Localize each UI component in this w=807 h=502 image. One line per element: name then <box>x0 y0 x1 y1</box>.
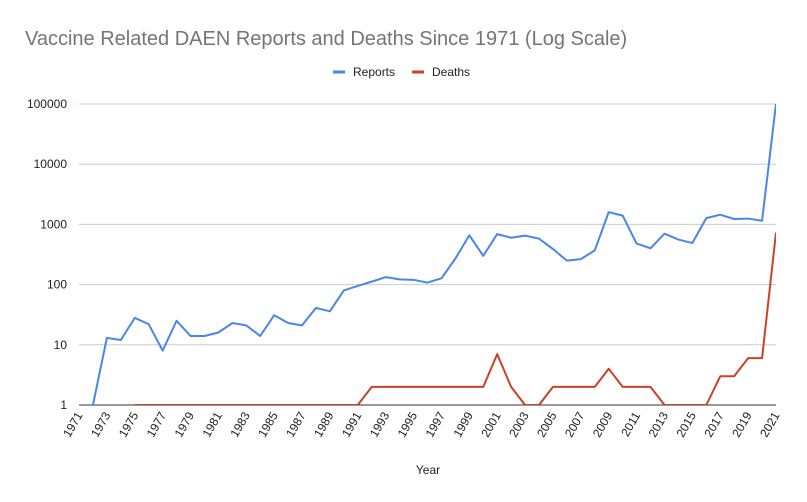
x-tick-label: 2003 <box>506 409 532 439</box>
x-tick-label: 1987 <box>283 409 309 439</box>
series-line-reports <box>91 103 776 405</box>
legend: Reports Deaths <box>333 65 470 79</box>
series-lines <box>91 103 776 405</box>
x-tick-label: 2007 <box>562 409 588 439</box>
x-tick-label: 2013 <box>646 409 672 439</box>
series-line-deaths <box>134 232 776 405</box>
x-tick-label: 2001 <box>478 409 504 439</box>
x-tick-label: 2021 <box>757 409 783 439</box>
x-tick-label: 1989 <box>311 409 337 439</box>
x-axis-label: Year <box>416 463 440 477</box>
x-tick-label: 1999 <box>450 409 476 439</box>
x-tick-label: 2009 <box>590 409 616 439</box>
x-tick-label: 2015 <box>673 409 699 439</box>
x-tick-label: 1977 <box>144 409 170 439</box>
y-tick-label: 10 <box>54 338 68 352</box>
x-tick-label: 1997 <box>423 409 449 439</box>
x-tick-label: 1991 <box>339 409 365 439</box>
x-tick-label: 1983 <box>227 409 253 439</box>
x-tick-label: 1993 <box>367 409 393 439</box>
x-tick-label: 1981 <box>200 409 226 439</box>
chart-title: Vaccine Related DAEN Reports and Deaths … <box>25 28 627 50</box>
y-tick-label: 1000 <box>40 217 67 231</box>
legend-label-reports: Reports <box>353 65 395 79</box>
x-tick-label: 1975 <box>116 409 142 439</box>
x-tick-label: 2017 <box>701 409 727 439</box>
x-tick-label: 2005 <box>534 409 560 439</box>
x-tick-label: 2011 <box>618 409 643 439</box>
x-tick-label: 2019 <box>729 409 755 439</box>
gridlines <box>79 103 776 406</box>
legend-label-deaths: Deaths <box>432 65 470 79</box>
x-tick-label: 1971 <box>60 409 86 439</box>
y-tick-label: 1 <box>60 398 67 412</box>
x-tick-label: 1985 <box>255 409 281 439</box>
y-tick-label: 100 <box>47 278 67 292</box>
x-axis-ticks: 1971 1973 1975 1977 1979 1981 1983 1985 1987 1989… <box>60 409 783 439</box>
y-axis-ticks: 1 10 100 1000 10000 100000 <box>27 97 67 412</box>
x-tick-label: 1973 <box>88 409 114 439</box>
x-tick-label: 1995 <box>395 409 421 439</box>
y-tick-label: 100000 <box>27 97 67 111</box>
y-tick-label: 10000 <box>34 157 68 171</box>
x-tick-label: 1979 <box>172 409 198 439</box>
